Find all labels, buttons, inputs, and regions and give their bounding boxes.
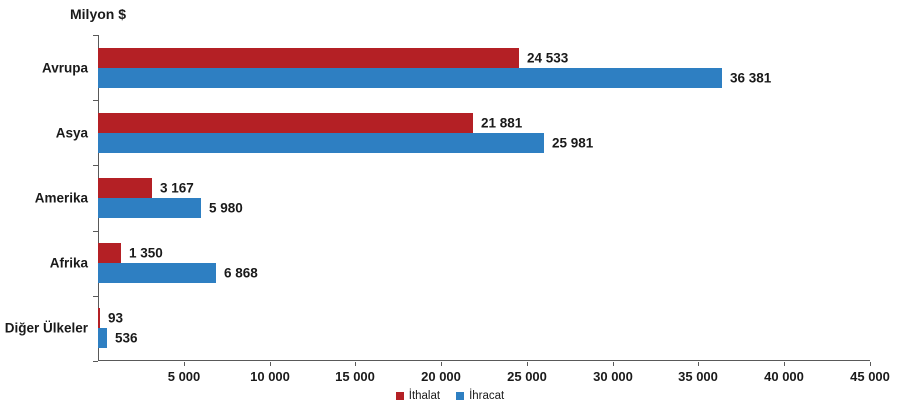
y-axis-tick <box>93 361 98 362</box>
y-axis-tick <box>93 296 98 297</box>
x-tick-label: 30 000 <box>593 369 633 384</box>
x-tick-label: 25 000 <box>507 369 547 384</box>
x-tick-label: 45 000 <box>850 369 890 384</box>
y-axis-tick <box>93 35 98 36</box>
legend-swatch-icon <box>395 392 404 400</box>
category-label: Asya <box>55 125 88 141</box>
value-label: 36 381 <box>730 70 772 86</box>
bar-ithalat <box>98 308 100 329</box>
category-label: Afrika <box>49 255 88 271</box>
bar-ihracat <box>98 67 722 88</box>
legend-label: İhracat <box>469 390 505 402</box>
x-axis-tick <box>698 362 699 366</box>
bar-ithalat <box>98 47 519 68</box>
bar-ihracat <box>98 328 107 349</box>
bar-ihracat <box>98 198 201 218</box>
bar-ithalat <box>98 243 121 264</box>
bar-ithalat <box>98 178 152 198</box>
category-label: Amerika <box>34 190 88 206</box>
x-tick-label: 20 000 <box>421 369 461 384</box>
x-axis-tick <box>527 362 528 366</box>
category-label: Avrupa <box>41 60 88 76</box>
value-label: 5 980 <box>209 200 243 216</box>
x-axis-tick <box>441 362 442 366</box>
value-label: 6 868 <box>224 265 258 281</box>
x-tick-label: 10 000 <box>250 369 290 384</box>
x-tick-label: 15 000 <box>335 369 375 384</box>
legend-label: İthalat <box>408 390 441 402</box>
value-label: 1 350 <box>129 245 163 261</box>
x-tick-label: 5 000 <box>167 369 201 384</box>
y-axis-tick <box>93 100 98 101</box>
legend-item-ihracat: İhracat <box>456 390 504 402</box>
category-label: Diğer Ülkeler <box>4 320 88 336</box>
value-label: 536 <box>115 330 138 346</box>
bar-ihracat <box>98 263 216 284</box>
legend-item-ithalat: İthalat <box>395 390 441 402</box>
value-label: 3 167 <box>160 180 194 196</box>
x-axis-tick <box>613 362 614 366</box>
x-tick-label: 40 000 <box>764 369 804 384</box>
x-axis-tick <box>270 362 271 366</box>
legend-swatch-icon <box>456 392 465 400</box>
value-label: 93 <box>108 310 124 326</box>
value-label: 21 881 <box>481 115 523 131</box>
y-axis-tick <box>93 165 98 166</box>
value-label: 24 533 <box>527 50 569 66</box>
x-axis-tick <box>784 362 785 366</box>
legend: İthalat İhracat <box>0 390 900 402</box>
x-tick-label: 35 000 <box>678 369 718 384</box>
bar-ihracat <box>98 132 544 153</box>
x-axis-tick <box>870 362 871 366</box>
y-axis-tick <box>93 231 98 232</box>
value-label: 25 981 <box>552 135 594 151</box>
bar-ithalat <box>98 112 473 133</box>
x-axis-tick <box>355 362 356 366</box>
chart-title: Milyon $ <box>70 6 127 22</box>
x-axis-tick <box>184 362 185 366</box>
